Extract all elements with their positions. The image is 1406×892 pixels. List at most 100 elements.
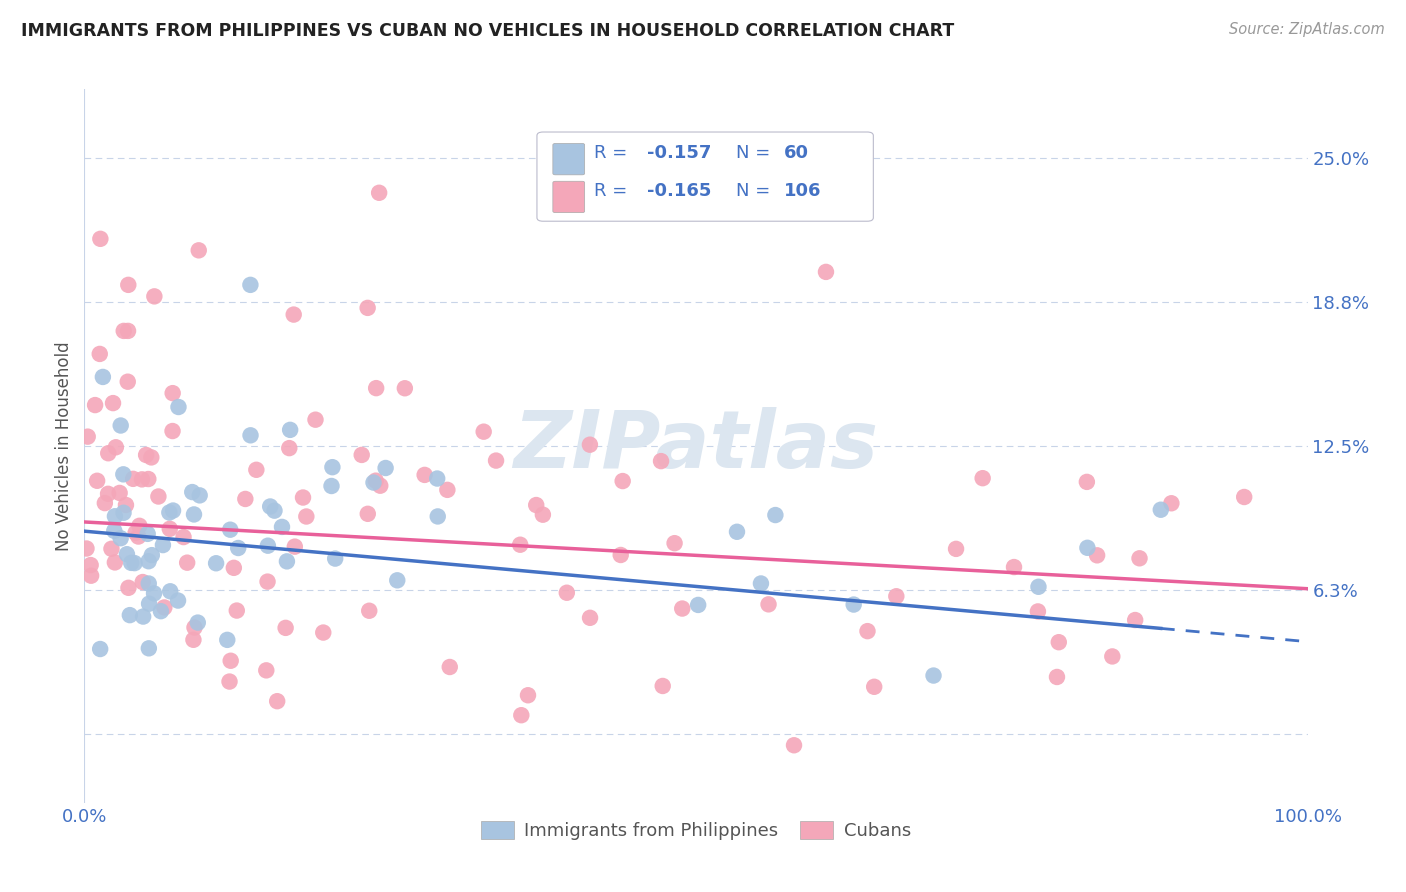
Point [725,524,748,539]
Point [167,593,190,607]
Point [1026,604,1049,618]
Point [579,611,602,625]
Point [886,589,908,603]
Point [135,448,157,462]
Point [271,520,294,534]
Point [76,430,98,444]
Point [108,486,131,500]
Point [187,244,209,258]
Point [233,491,256,506]
Point [153,600,176,615]
Point [188,488,211,502]
Point [162,386,184,401]
Point [688,598,710,612]
Point [138,576,160,591]
Point [183,632,205,647]
Point [609,548,631,562]
Point [276,554,298,568]
Point [97,446,120,460]
Point [671,601,693,615]
Point [278,441,301,455]
Point [218,674,240,689]
Text: R =: R = [595,182,634,200]
Point [436,483,458,497]
Point [783,738,806,752]
Point [112,506,135,520]
Point [579,438,602,452]
Point [132,609,155,624]
Point [510,708,533,723]
Point [1076,475,1098,489]
Point [80,568,103,582]
Point [100,541,122,556]
Point [76,541,98,556]
Point [225,603,247,617]
Point [181,485,204,500]
Point [124,556,146,570]
Point [91,370,114,384]
Point [86,474,108,488]
Point [148,490,170,504]
Point [117,277,139,292]
Point [555,586,578,600]
Point [138,597,160,611]
Point [284,540,307,554]
Point [239,277,262,292]
Point [922,668,945,682]
Point [323,551,346,566]
Point [112,467,135,482]
FancyBboxPatch shape [553,144,585,175]
Point [259,500,281,514]
Point [110,531,132,545]
Point [124,525,146,540]
Point [292,491,315,505]
Point [364,474,387,488]
Point [245,463,267,477]
Point [159,522,181,536]
Point [612,474,634,488]
Point [531,508,554,522]
Point [350,448,373,462]
Point [254,664,277,678]
Point [426,509,449,524]
Point [167,400,190,414]
Point [187,615,209,630]
Point [1128,551,1150,566]
Point [295,509,318,524]
Point [517,688,540,702]
Point [138,554,160,568]
Y-axis label: No Vehicles in Household: No Vehicles in Household [55,341,73,551]
Point [110,418,132,433]
Point [366,381,388,395]
Point [1085,549,1108,563]
Point [1076,541,1098,555]
Point [117,324,139,338]
Point [368,186,391,200]
Point [117,375,139,389]
Point [117,581,139,595]
Point [205,556,228,570]
Point [159,584,181,599]
Point [222,561,245,575]
Point [763,508,786,522]
Point [112,324,135,338]
Point [183,620,205,634]
Point [94,496,117,510]
Point [131,472,153,486]
Point [312,625,335,640]
Point [162,503,184,517]
Point [651,679,673,693]
Point [374,461,396,475]
Point [257,539,280,553]
Point [426,471,449,485]
Text: 60: 60 [785,145,808,162]
Point [1046,670,1069,684]
Point [173,530,195,544]
FancyBboxPatch shape [537,132,873,221]
Point [127,529,149,543]
Point [439,660,461,674]
Point [149,604,172,618]
Point [115,498,138,512]
Point [84,398,107,412]
Text: R =: R = [595,145,634,162]
